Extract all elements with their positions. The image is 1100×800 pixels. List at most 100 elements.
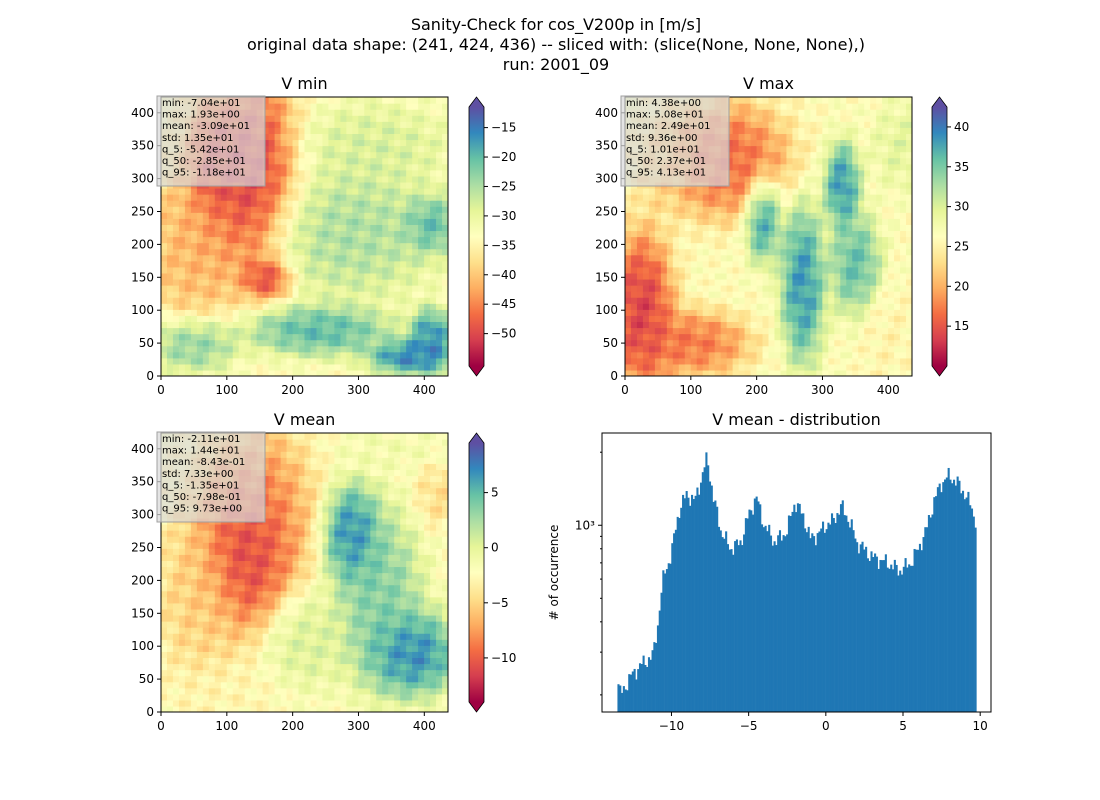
heatmap-cell [388, 230, 395, 238]
heatmap-cell [876, 260, 883, 268]
heatmap-cell [328, 272, 335, 280]
heatmap-cell [690, 351, 698, 359]
heatmap-cell [744, 266, 752, 274]
heatmap-cell [798, 121, 805, 128]
heatmap-cell [744, 291, 752, 298]
heatmap-cell [268, 248, 276, 256]
heatmap-cell [214, 254, 222, 262]
heatmap-cell [184, 705, 192, 712]
heatmap-cell [310, 151, 318, 159]
heatmap-cell [900, 333, 907, 341]
heatmap-cell [400, 236, 407, 244]
heatmap-cell [900, 127, 907, 134]
heatmap-cell [720, 321, 728, 329]
heatmap-cell [900, 187, 907, 195]
heatmap-cell [804, 315, 811, 323]
heatmap-cell [678, 369, 686, 376]
heatmap-cell [328, 705, 335, 712]
heatmap-cell [352, 693, 359, 701]
heatmap-cell [436, 303, 443, 310]
heatmap-cell [292, 151, 300, 159]
heatmap-cell [810, 254, 817, 262]
heatmap-cell [178, 230, 186, 238]
heatmap-cell [630, 339, 638, 347]
heatmap-cell [274, 315, 282, 323]
heatmap-cell [642, 230, 650, 238]
heatmap-cell [756, 145, 764, 153]
heatmap-cell [894, 236, 901, 244]
heatmap-cell [828, 109, 835, 116]
heatmap-cell [196, 675, 204, 683]
heatmap-cell [196, 657, 204, 665]
heatmap-cell [744, 109, 752, 116]
heatmap-cell [424, 699, 431, 707]
heatmap-cell [442, 218, 448, 225]
annotation-line: q_95: 4.13e+01 [626, 168, 706, 179]
heatmap-cell [274, 212, 282, 219]
heatmap-cell [888, 309, 895, 316]
heatmap-cell [382, 669, 389, 677]
heatmap-cell [268, 657, 276, 665]
heatmap-cell [226, 230, 234, 238]
heatmap-cell [364, 309, 371, 316]
heatmap-cell [690, 309, 698, 316]
heatmap-cell [442, 675, 448, 683]
heatmap-cell [906, 321, 912, 329]
heatmap-cell [161, 693, 168, 701]
heatmap-cell [208, 693, 216, 701]
heatmap-cell [352, 266, 359, 274]
heatmap-cell [774, 363, 782, 371]
heatmap-cell [690, 321, 698, 329]
heatmap-cell [418, 121, 425, 128]
heatmap-cell [310, 663, 318, 671]
heatmap-cell [208, 260, 216, 268]
heatmap-cell [442, 705, 448, 712]
heatmap-cell [424, 687, 431, 695]
heatmap-cell [810, 291, 817, 298]
heatmap-cell [894, 285, 901, 292]
heatmap-cell [244, 212, 252, 219]
heatmap-cell [382, 663, 389, 671]
heatmap-cell [906, 266, 912, 274]
heatmap-cell [424, 285, 431, 292]
heatmap-cell [202, 212, 210, 219]
heatmap-cell [804, 109, 811, 116]
heatmap-cell [870, 327, 877, 335]
heatmap-cell [858, 327, 865, 335]
heatmap-cell [750, 97, 758, 104]
heatmap-cell [858, 266, 865, 274]
heatmap-cell [268, 175, 276, 183]
heatmap-cell [816, 278, 823, 286]
heatmap-cell [792, 369, 799, 376]
heatmap-cell [636, 194, 644, 201]
heatmap-cell [642, 260, 650, 268]
heatmap-cell [232, 230, 240, 238]
heatmap-cell [358, 669, 365, 677]
heatmap-cell [400, 103, 407, 110]
heatmap-cell [268, 115, 276, 122]
heatmap-cell [852, 109, 859, 116]
heatmap-cell [786, 121, 794, 128]
heatmap-cell [220, 248, 228, 256]
heatmap-cell [684, 266, 692, 274]
heatmap-cell [798, 224, 805, 232]
heatmap-cell [250, 315, 258, 323]
heatmap-cell [190, 303, 198, 310]
heatmap-cell [732, 248, 740, 256]
heatmap-cell [738, 327, 746, 335]
heatmap-cell [720, 230, 728, 238]
heatmap-cell [316, 669, 324, 677]
heatmap-cell [834, 151, 841, 159]
heatmap-cell [888, 175, 895, 183]
heatmap-cell [256, 663, 264, 671]
y-tick-label: 200 [595, 237, 618, 251]
heatmap-cell [322, 260, 330, 268]
heatmap-cell [876, 169, 883, 177]
heatmap-cell [648, 327, 656, 335]
heatmap-cell [376, 705, 383, 712]
heatmap-cell [220, 187, 228, 195]
heatmap-cell [744, 103, 752, 110]
heatmap-cell [220, 339, 228, 347]
heatmap-cell [696, 242, 704, 250]
heatmap-cell [370, 194, 377, 201]
